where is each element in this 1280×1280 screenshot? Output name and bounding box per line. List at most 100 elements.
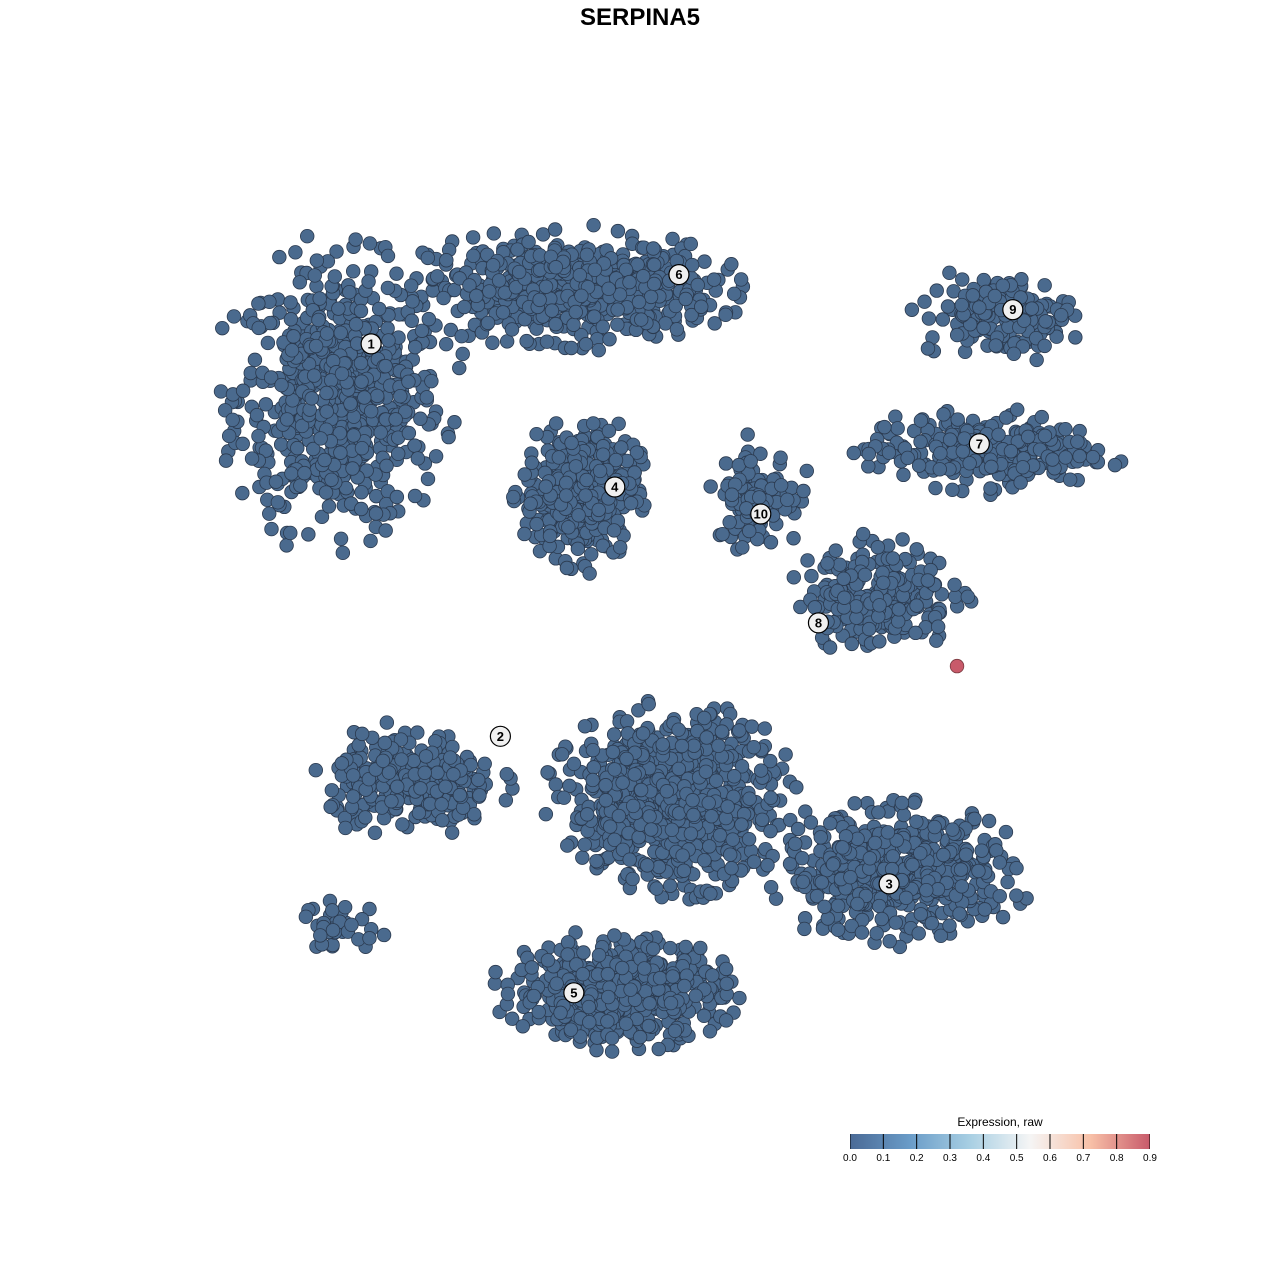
cell-point <box>688 988 703 1003</box>
cluster-label: 9 <box>1009 302 1016 317</box>
cell-point <box>348 232 363 247</box>
cell-point <box>325 923 341 938</box>
cell-point <box>933 446 948 461</box>
cluster-label: 7 <box>976 436 983 451</box>
cell-point <box>953 862 969 877</box>
cell-point <box>712 828 728 843</box>
cluster-label: 10 <box>754 507 768 522</box>
cell-point <box>698 764 714 779</box>
cell-point <box>703 886 718 901</box>
cell-point <box>930 619 946 634</box>
cell-point <box>273 437 289 452</box>
cell-point <box>663 878 678 893</box>
cell-point <box>268 474 284 489</box>
cell-point <box>929 633 944 648</box>
cell-point <box>510 242 525 257</box>
cluster-label: 1 <box>368 336 375 351</box>
cell-point <box>972 300 987 315</box>
cell-point <box>471 772 486 788</box>
cell-point <box>870 540 885 555</box>
cell-point <box>417 765 432 780</box>
cluster-label: 6 <box>675 267 682 282</box>
cell-point <box>888 915 903 930</box>
cell-point <box>795 874 811 890</box>
cell-point <box>407 339 423 355</box>
cell-point <box>304 391 319 406</box>
cell-point <box>540 765 555 780</box>
cell-point <box>485 335 500 350</box>
cell-point <box>663 995 679 1011</box>
cell-point <box>407 438 422 453</box>
cell-point <box>401 425 417 441</box>
cell-point <box>438 336 454 352</box>
cell-point <box>988 338 1003 353</box>
cell-point <box>876 575 891 590</box>
cell-point <box>983 481 998 496</box>
cell-point <box>936 847 951 863</box>
cell-point <box>249 407 265 423</box>
cell-point <box>962 456 977 471</box>
cell-point <box>579 472 594 488</box>
cell-point <box>984 459 999 475</box>
cell-point <box>388 412 403 427</box>
cell-point <box>407 488 423 504</box>
cell-point <box>335 545 351 561</box>
cell-point <box>511 264 527 280</box>
cell-point <box>822 640 838 655</box>
cell-point <box>575 966 591 982</box>
cell-point <box>607 762 622 777</box>
cell-point <box>929 283 944 298</box>
cell-point <box>559 475 574 491</box>
cell-point <box>940 299 956 314</box>
cell-point <box>311 312 326 328</box>
cell-point <box>309 253 325 268</box>
cell-point <box>895 532 910 547</box>
cell-point <box>641 696 656 712</box>
cell-point <box>308 762 323 778</box>
cell-point <box>807 600 823 615</box>
cell-point <box>274 377 289 393</box>
cell-point <box>942 918 957 933</box>
cell-point <box>992 888 1007 904</box>
cell-point <box>293 478 308 493</box>
cell-point <box>1085 449 1101 465</box>
cell-point <box>441 429 456 445</box>
cell-point <box>995 909 1011 925</box>
cell-point <box>436 290 451 306</box>
cell-point <box>251 428 266 444</box>
cell-point <box>646 241 661 256</box>
cell-point <box>917 294 932 309</box>
cell-point <box>773 478 789 493</box>
cell-point <box>913 413 929 428</box>
cell-point <box>368 506 384 521</box>
cell-point <box>641 1018 656 1034</box>
cell-point <box>971 863 986 879</box>
cell-point <box>704 809 719 824</box>
cell-point <box>702 839 717 854</box>
cell-point <box>955 272 970 287</box>
cell-point <box>362 236 378 251</box>
cell-point <box>869 926 884 941</box>
cell-point <box>519 333 534 349</box>
cell-point <box>333 445 348 460</box>
cell-point <box>763 790 778 805</box>
cell-point <box>435 813 450 828</box>
cell-point <box>354 374 369 389</box>
cell-point <box>380 280 396 296</box>
cell-point <box>742 791 757 806</box>
cell-point <box>789 780 804 795</box>
cell-point <box>283 312 299 327</box>
cell-point <box>566 756 582 771</box>
cell-point <box>757 721 772 736</box>
cell-point <box>306 368 322 383</box>
cell-point <box>1003 444 1019 459</box>
cell-point <box>354 485 369 500</box>
cell-point <box>321 499 337 514</box>
cell-point <box>258 443 274 458</box>
cell-point <box>835 840 850 855</box>
cell-point <box>308 338 324 354</box>
cell-point <box>286 329 301 344</box>
cell-point <box>373 425 388 440</box>
cell-point <box>582 1015 597 1030</box>
cell-point <box>591 342 606 358</box>
